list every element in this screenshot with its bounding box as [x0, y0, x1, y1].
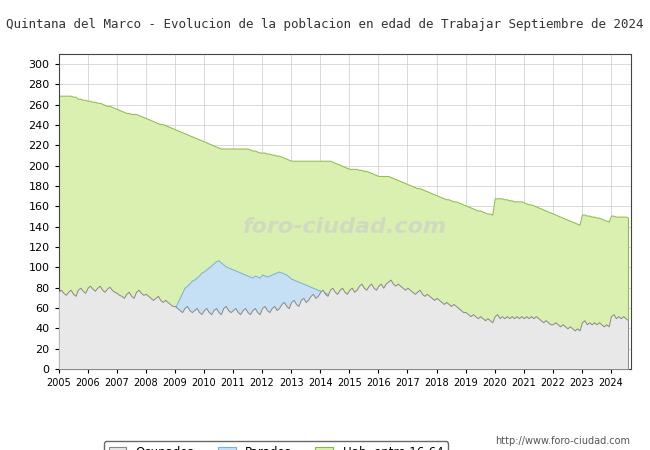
Text: Quintana del Marco - Evolucion de la poblacion en edad de Trabajar Septiembre de: Quintana del Marco - Evolucion de la pob…: [6, 18, 644, 31]
Text: http://www.foro-ciudad.com: http://www.foro-ciudad.com: [495, 436, 630, 446]
Text: foro-ciudad.com: foro-ciudad.com: [242, 217, 447, 237]
Legend: Ocupados, Parados, Hab. entre 16-64: Ocupados, Parados, Hab. entre 16-64: [104, 441, 448, 450]
